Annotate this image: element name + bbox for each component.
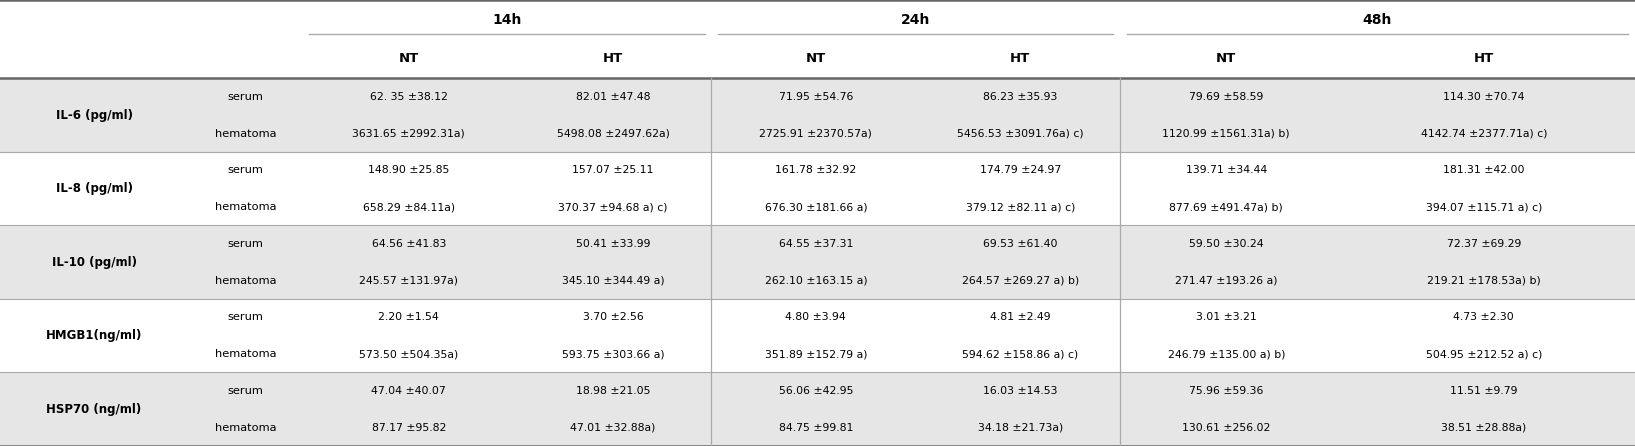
Text: IL-6 (pg/ml): IL-6 (pg/ml) [56,109,132,122]
Text: 504.95 ±212.52 a) c): 504.95 ±212.52 a) c) [1426,349,1542,359]
Text: 11.51 ±9.79: 11.51 ±9.79 [1450,386,1517,396]
Text: 157.07 ±25.11: 157.07 ±25.11 [572,165,654,175]
Text: 64.56 ±41.83: 64.56 ±41.83 [371,239,446,249]
Text: 394.07 ±115.71 a) c): 394.07 ±115.71 a) c) [1426,202,1542,212]
Text: hematoma: hematoma [214,349,276,359]
Text: 676.30 ±181.66 a): 676.30 ±181.66 a) [765,202,867,212]
Text: 4.73 ±2.30: 4.73 ±2.30 [1454,312,1514,322]
Bar [0,115,1635,152]
Text: 48h: 48h [1364,12,1391,27]
Bar [0,409,1635,446]
Text: 219.21 ±178.53a) b): 219.21 ±178.53a) b) [1427,276,1540,285]
Text: serum: serum [227,92,263,102]
Text: 114.30 ±70.74: 114.30 ±70.74 [1444,92,1524,102]
Text: 84.75 ±99.81: 84.75 ±99.81 [778,423,853,433]
Text: 75.96 ±59.36: 75.96 ±59.36 [1189,386,1264,396]
Text: 4142.74 ±2377.71a) c): 4142.74 ±2377.71a) c) [1421,128,1547,139]
Text: 345.10 ±344.49 a): 345.10 ±344.49 a) [562,276,664,285]
Text: 34.18 ±21.73a): 34.18 ±21.73a) [978,423,1063,433]
Text: 161.78 ±32.92: 161.78 ±32.92 [775,165,857,175]
Text: 3631.65 ±2992.31a): 3631.65 ±2992.31a) [353,128,464,139]
Text: 47.01 ±32.88a): 47.01 ±32.88a) [571,423,656,433]
Text: hematoma: hematoma [214,128,276,139]
Text: 4.80 ±3.94: 4.80 ±3.94 [785,312,847,322]
Text: HT: HT [1473,52,1494,66]
Bar [0,0,1635,39]
Text: serum: serum [227,386,263,396]
Text: 5456.53 ±3091.76a) c): 5456.53 ±3091.76a) c) [956,128,1084,139]
Bar [0,189,1635,226]
Text: hematoma: hematoma [214,202,276,212]
Text: 246.79 ±135.00 a) b): 246.79 ±135.00 a) b) [1167,349,1285,359]
Text: 82.01 ±47.48: 82.01 ±47.48 [576,92,651,102]
Text: 14h: 14h [492,12,522,27]
Text: 24h: 24h [901,12,930,27]
Text: 2.20 ±1.54: 2.20 ±1.54 [378,312,440,322]
Text: HSP70 (ng/ml): HSP70 (ng/ml) [46,403,142,416]
Text: 4.81 ±2.49: 4.81 ±2.49 [989,312,1051,322]
Text: IL-8 (pg/ml): IL-8 (pg/ml) [56,182,132,195]
Bar [0,39,1635,78]
Text: HT: HT [1010,52,1030,66]
Text: NT: NT [806,52,826,66]
Text: 877.69 ±491.47a) b): 877.69 ±491.47a) b) [1169,202,1283,212]
Text: hematoma: hematoma [214,423,276,433]
Text: 72.37 ±69.29: 72.37 ±69.29 [1447,239,1521,249]
Bar [0,226,1635,262]
Bar [0,262,1635,299]
Text: 370.37 ±94.68 a) c): 370.37 ±94.68 a) c) [559,202,667,212]
Text: 148.90 ±25.85: 148.90 ±25.85 [368,165,450,175]
Text: 271.47 ±193.26 a): 271.47 ±193.26 a) [1176,276,1277,285]
Text: 594.62 ±158.86 a) c): 594.62 ±158.86 a) c) [961,349,1079,359]
Text: HMGB1(ng/ml): HMGB1(ng/ml) [46,329,142,342]
Text: 47.04 ±40.07: 47.04 ±40.07 [371,386,446,396]
Text: 139.71 ±34.44: 139.71 ±34.44 [1185,165,1267,175]
Text: 18.98 ±21.05: 18.98 ±21.05 [576,386,651,396]
Text: 59.50 ±30.24: 59.50 ±30.24 [1189,239,1264,249]
Text: 593.75 ±303.66 a): 593.75 ±303.66 a) [562,349,664,359]
Text: 87.17 ±95.82: 87.17 ±95.82 [371,423,446,433]
Text: 38.51 ±28.88a): 38.51 ±28.88a) [1440,423,1527,433]
Text: 174.79 ±24.97: 174.79 ±24.97 [979,165,1061,175]
Text: 245.57 ±131.97a): 245.57 ±131.97a) [360,276,458,285]
Text: IL-10 (pg/ml): IL-10 (pg/ml) [52,256,136,269]
Text: 50.41 ±33.99: 50.41 ±33.99 [576,239,651,249]
Bar [0,78,1635,115]
Bar [0,372,1635,409]
Text: 130.61 ±256.02: 130.61 ±256.02 [1182,423,1270,433]
Text: 64.55 ±37.31: 64.55 ±37.31 [778,239,853,249]
Text: 86.23 ±35.93: 86.23 ±35.93 [983,92,1058,102]
Text: 658.29 ±84.11a): 658.29 ±84.11a) [363,202,455,212]
Bar [0,336,1635,372]
Text: 351.89 ±152.79 a): 351.89 ±152.79 a) [765,349,867,359]
Text: serum: serum [227,165,263,175]
Text: hematoma: hematoma [214,276,276,285]
Text: 79.69 ±58.59: 79.69 ±58.59 [1189,92,1264,102]
Text: 1120.99 ±1561.31a) b): 1120.99 ±1561.31a) b) [1162,128,1290,139]
Text: 62. 35 ±38.12: 62. 35 ±38.12 [370,92,448,102]
Bar [0,299,1635,336]
Text: 56.06 ±42.95: 56.06 ±42.95 [778,386,853,396]
Text: 379.12 ±82.11 a) c): 379.12 ±82.11 a) c) [966,202,1074,212]
Text: 3.70 ±2.56: 3.70 ±2.56 [582,312,644,322]
Bar [0,152,1635,189]
Text: 71.95 ±54.76: 71.95 ±54.76 [778,92,853,102]
Text: NT: NT [1216,52,1236,66]
Text: 5498.08 ±2497.62a): 5498.08 ±2497.62a) [556,128,670,139]
Text: HT: HT [603,52,623,66]
Text: serum: serum [227,312,263,322]
Text: 573.50 ±504.35a): 573.50 ±504.35a) [360,349,458,359]
Text: NT: NT [399,52,419,66]
Text: 181.31 ±42.00: 181.31 ±42.00 [1444,165,1524,175]
Text: 69.53 ±61.40: 69.53 ±61.40 [983,239,1058,249]
Text: 2725.91 ±2370.57a): 2725.91 ±2370.57a) [759,128,873,139]
Text: serum: serum [227,239,263,249]
Text: 262.10 ±163.15 a): 262.10 ±163.15 a) [765,276,867,285]
Text: 264.57 ±269.27 a) b): 264.57 ±269.27 a) b) [961,276,1079,285]
Text: 16.03 ±14.53: 16.03 ±14.53 [983,386,1058,396]
Text: 3.01 ±3.21: 3.01 ±3.21 [1195,312,1257,322]
